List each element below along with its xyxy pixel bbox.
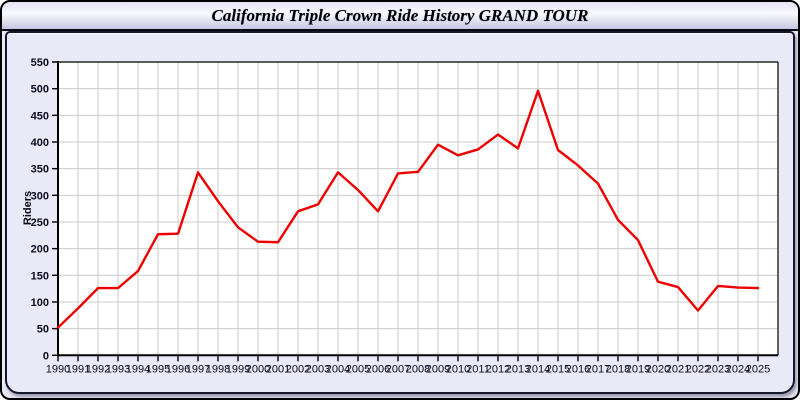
chart-title: California Triple Crown Ride History GRA… <box>211 5 589 25</box>
y-axis-label: Riders <box>22 190 34 226</box>
chart-panel <box>5 31 795 394</box>
title-bar: California Triple Crown Ride History GRA… <box>2 2 798 31</box>
